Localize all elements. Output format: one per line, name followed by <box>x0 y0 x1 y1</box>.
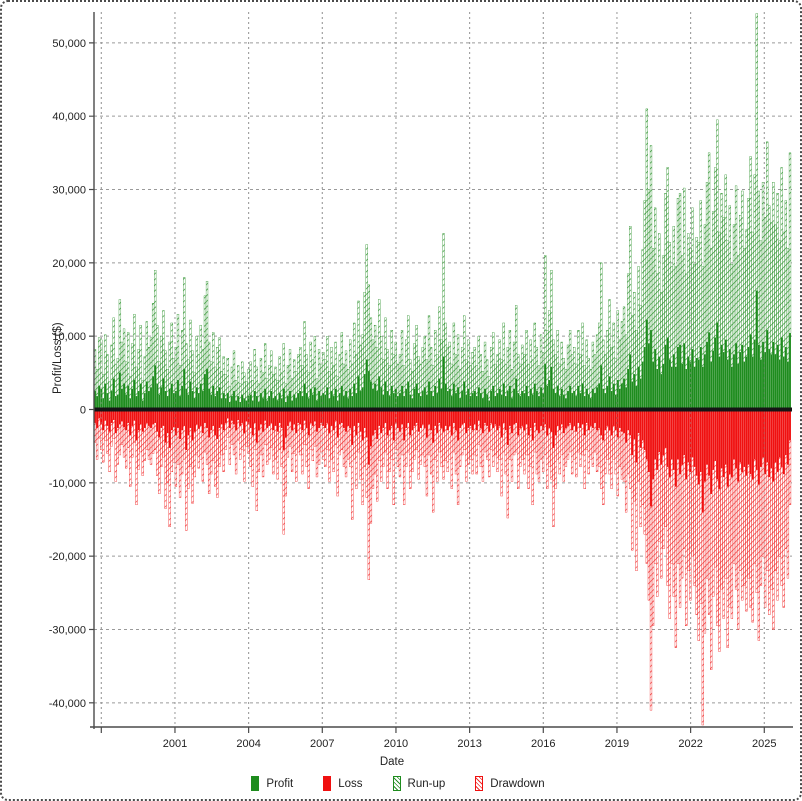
svg-text:2016: 2016 <box>531 738 555 750</box>
tick-labels-layer: 50,000 40,000 30,000 20,000 10,000 0 -10,000 -2… <box>49 38 777 750</box>
zero-line <box>94 407 792 412</box>
profit-loss-bars-layer <box>94 290 791 513</box>
legend-item-drawdown: Drawdown <box>475 776 545 791</box>
svg-text:-40,000: -40,000 <box>49 698 86 710</box>
gridlines-overlay-layer <box>100 12 765 727</box>
svg-text:-10,000: -10,000 <box>49 478 86 490</box>
legend-label-profit: Profit <box>266 777 294 790</box>
svg-text:2019: 2019 <box>605 738 629 750</box>
svg-text:50,000: 50,000 <box>52 38 86 50</box>
svg-text:2022: 2022 <box>678 738 702 750</box>
svg-text:2007: 2007 <box>310 738 334 750</box>
svg-text:2001: 2001 <box>163 738 187 750</box>
svg-text:0: 0 <box>80 405 86 417</box>
svg-text:30,000: 30,000 <box>52 185 86 197</box>
gridlines-layer <box>94 12 792 727</box>
svg-text:2010: 2010 <box>384 738 408 750</box>
legend-label-loss: Loss <box>338 777 363 790</box>
svg-text:2025: 2025 <box>752 738 776 750</box>
svg-text:2004: 2004 <box>236 738 260 750</box>
legend-item-loss: Loss <box>323 776 363 791</box>
legend-item-runup: Run-up <box>392 776 446 791</box>
x-axis-title: Date <box>379 756 405 768</box>
axes-layer <box>89 12 793 733</box>
svg-text:-30,000: -30,000 <box>49 624 86 636</box>
svg-text:10,000: 10,000 <box>52 331 86 343</box>
svg-text:2013: 2013 <box>457 738 481 750</box>
legend-item-profit: Profit <box>251 776 293 791</box>
svg-text:40,000: 40,000 <box>52 111 86 123</box>
legend-label-drawdown: Drawdown <box>490 777 545 790</box>
runup-swatch-icon <box>392 776 401 791</box>
legend-label-runup: Run-up <box>407 777 446 790</box>
drawdown-swatch-icon <box>475 776 484 791</box>
profit-swatch-icon <box>251 776 260 791</box>
legend: Profit Loss Run-up Drawdown <box>2 776 794 791</box>
loss-swatch-icon <box>323 776 332 791</box>
runup-drawdown-bars-layer <box>93 13 792 726</box>
svg-text:-20,000: -20,000 <box>49 551 86 563</box>
svg-text:20,000: 20,000 <box>52 258 86 270</box>
